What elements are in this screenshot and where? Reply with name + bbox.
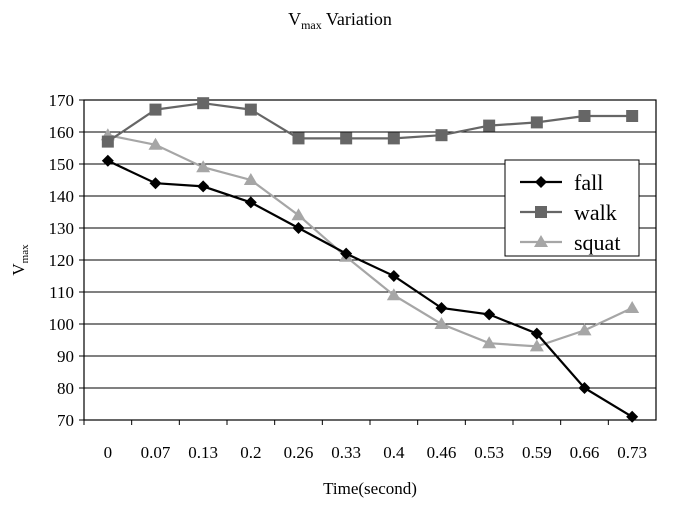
series-line-walk bbox=[107, 102, 633, 143]
data-point-squat bbox=[434, 317, 449, 329]
x-tick-label: 0.4 bbox=[383, 443, 405, 462]
data-point-walk bbox=[149, 103, 162, 116]
data-point-fall bbox=[626, 410, 639, 423]
data-point-squat bbox=[196, 160, 211, 173]
series-line-fall bbox=[107, 159, 633, 418]
y-tick-label: 150 bbox=[49, 155, 75, 174]
data-point-walk bbox=[340, 132, 353, 145]
chart-title-rest: Variation bbox=[322, 9, 392, 29]
data-point-walk bbox=[435, 129, 448, 142]
data-point-squat bbox=[482, 336, 497, 349]
data-point-walk bbox=[197, 97, 210, 110]
data-point-squat bbox=[625, 301, 640, 313]
data-point-squat bbox=[529, 339, 544, 352]
legend-marker bbox=[535, 206, 547, 218]
data-point-squat bbox=[148, 137, 163, 150]
data-point-fall bbox=[101, 154, 114, 167]
data-point-fall bbox=[197, 180, 210, 193]
legend-label: squat bbox=[574, 230, 620, 255]
legend-label: walk bbox=[574, 200, 617, 225]
x-tick-label: 0.46 bbox=[427, 443, 457, 462]
y-axis-label-main: V bbox=[9, 263, 28, 276]
y-tick-label: 120 bbox=[49, 251, 75, 270]
data-point-squat bbox=[243, 173, 258, 185]
x-tick-label: 0.66 bbox=[570, 443, 600, 462]
data-point-fall bbox=[578, 382, 591, 394]
data-point-walk bbox=[578, 110, 591, 122]
data-point-walk bbox=[387, 132, 400, 145]
chart-title: Vmax Variation bbox=[288, 9, 392, 32]
data-point-fall bbox=[340, 247, 353, 260]
y-tick-label: 100 bbox=[49, 315, 75, 334]
x-tick-label: 0.59 bbox=[522, 443, 552, 462]
x-tick-label: 0.73 bbox=[617, 443, 647, 462]
data-point-walk bbox=[483, 119, 496, 132]
data-point-fall bbox=[244, 196, 257, 209]
data-point-squat bbox=[386, 288, 401, 301]
chart-title-sub: max bbox=[301, 18, 322, 32]
y-axis-ticks: 70 80 90 100 110 120 130 140 150 160 170 bbox=[49, 91, 84, 430]
y-tick-label: 160 bbox=[49, 123, 75, 142]
legend-marker bbox=[534, 235, 548, 247]
x-tick-label: 0.07 bbox=[141, 443, 171, 462]
data-point-walk bbox=[292, 132, 305, 145]
data-point-walk bbox=[244, 103, 257, 116]
legend-item-fall: fall bbox=[520, 170, 603, 195]
x-tick-label: 0.13 bbox=[188, 443, 218, 462]
data-point-squat bbox=[291, 208, 306, 221]
data-point-fall bbox=[149, 177, 162, 190]
x-tick-label: 0.53 bbox=[474, 443, 504, 462]
x-tick-label: 0.2 bbox=[240, 443, 261, 462]
data-point-fall bbox=[387, 270, 400, 282]
series-walk bbox=[101, 97, 639, 148]
x-tick-label: 0 bbox=[104, 443, 113, 462]
x-tick-label: 0.26 bbox=[284, 443, 314, 462]
legend-marker bbox=[535, 176, 547, 188]
x-tick-label: 0.33 bbox=[331, 443, 361, 462]
series-fall bbox=[101, 154, 639, 423]
y-tick-label: 140 bbox=[49, 187, 75, 206]
legend-item-walk: walk bbox=[520, 200, 617, 225]
data-point-squat bbox=[577, 323, 592, 336]
data-point-fall bbox=[483, 308, 496, 321]
data-point-fall bbox=[292, 222, 305, 234]
y-tick-label: 130 bbox=[49, 219, 75, 238]
y-tick-label: 70 bbox=[57, 411, 74, 430]
x-axis-ticks: 0 0.07 0.13 0.2 0.26 0.33 0.4 0.46 0.53 0.59 0.66 0… bbox=[83, 420, 647, 462]
legend-label: fall bbox=[574, 170, 603, 195]
data-point-fall bbox=[530, 327, 543, 340]
legend-item-squat: squat bbox=[520, 230, 620, 255]
y-tick-label: 90 bbox=[57, 347, 74, 366]
data-point-walk bbox=[626, 110, 639, 122]
y-tick-label: 80 bbox=[57, 379, 74, 398]
chart-title-main: V bbox=[288, 9, 301, 29]
data-point-walk bbox=[101, 135, 114, 148]
legend: fall walk squat bbox=[504, 159, 640, 257]
data-point-walk bbox=[530, 116, 543, 129]
data-point-fall bbox=[435, 302, 448, 314]
y-axis-label: Vmax bbox=[9, 244, 31, 276]
y-tick-label: 110 bbox=[49, 283, 74, 302]
x-axis-label: Time(second) bbox=[323, 479, 417, 498]
y-tick-label: 170 bbox=[49, 91, 75, 110]
y-axis-label-sub: max bbox=[19, 244, 31, 263]
legend-box bbox=[504, 159, 640, 257]
series-layer bbox=[100, 97, 640, 423]
